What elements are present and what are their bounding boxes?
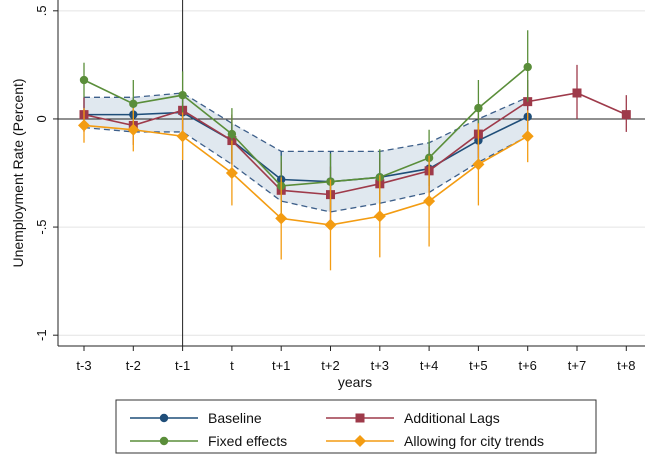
data-point (621, 110, 631, 120)
data-point (225, 167, 238, 179)
x-tick-label: t+7 (568, 358, 586, 373)
legend-label: Fixed effects (208, 433, 287, 449)
data-point (373, 210, 386, 223)
y-axis-title: Unemployment Rate (Percent) (10, 78, 26, 267)
series-line (83, 92, 627, 196)
gridlines (58, 10, 645, 336)
x-tick-label: t+5 (469, 358, 487, 373)
data-point (275, 212, 288, 225)
x-tick-label: t-3 (76, 358, 91, 373)
legend-marker (159, 436, 169, 446)
series-line (84, 111, 529, 183)
data-point (227, 129, 237, 139)
x-tick-label: t+2 (321, 358, 339, 373)
confidence-band-area (84, 92, 528, 212)
legend-item: Fixed effects (130, 433, 287, 449)
data-point (178, 90, 187, 100)
x-axis-title: years (338, 374, 372, 390)
x-tick-label: t+6 (518, 358, 536, 373)
data-point (572, 88, 582, 98)
y-tick-label: 0 (34, 115, 49, 122)
data-point (521, 130, 534, 143)
y-tick-label: .5 (34, 5, 49, 16)
data-point (129, 99, 138, 109)
data-point (176, 130, 189, 143)
series-line (83, 66, 529, 187)
axes (57, 0, 645, 347)
x-tick-labels: t-3 t-2 t-1 t t+1 t+2 t+3 t+4 t+5 t+6 t+7 t+8 (76, 346, 636, 373)
x-tick-label: t+1 (272, 358, 290, 373)
data-point (78, 119, 90, 132)
legend-box (115, 399, 597, 454)
y-tick-label: -1 (34, 329, 49, 341)
data-point (523, 62, 532, 72)
x-tick-label: t (230, 358, 234, 373)
x-tick-label: t+8 (617, 358, 635, 373)
data-point (472, 158, 485, 171)
legend-item: Additional Lags (326, 410, 500, 426)
y-tick-label: -.5 (34, 219, 49, 234)
x-tick-label: t-1 (175, 358, 190, 373)
legend-marker (159, 413, 169, 423)
legend-item: Allowing for city trends (326, 433, 544, 449)
y-tick-labels: .5 0 -.5 -1 (34, 5, 58, 341)
data-point (127, 123, 140, 136)
data-point (474, 103, 483, 113)
legend-item: Baseline (130, 410, 262, 426)
legend: Baseline Additional Lags Fixed effects Allo… (115, 399, 597, 454)
x-tick-label: t+3 (371, 358, 389, 373)
series-line (83, 124, 529, 226)
series-layer (78, 30, 631, 271)
legend-label: Additional Lags (404, 410, 500, 426)
x-tick-label: t-2 (126, 358, 141, 373)
data-point (79, 75, 89, 85)
data-point (423, 195, 436, 208)
legend-marker (354, 435, 366, 447)
x-tick-label: t+4 (420, 358, 438, 373)
confidence-band (83, 92, 529, 213)
series-3 (78, 108, 534, 271)
legend-label: Baseline (208, 410, 262, 426)
legend-label: Allowing for city trends (404, 433, 544, 449)
data-point (324, 218, 337, 231)
confidence-band-upper (84, 92, 528, 153)
confidence-band-lower (83, 126, 529, 213)
legend-marker (355, 413, 365, 423)
